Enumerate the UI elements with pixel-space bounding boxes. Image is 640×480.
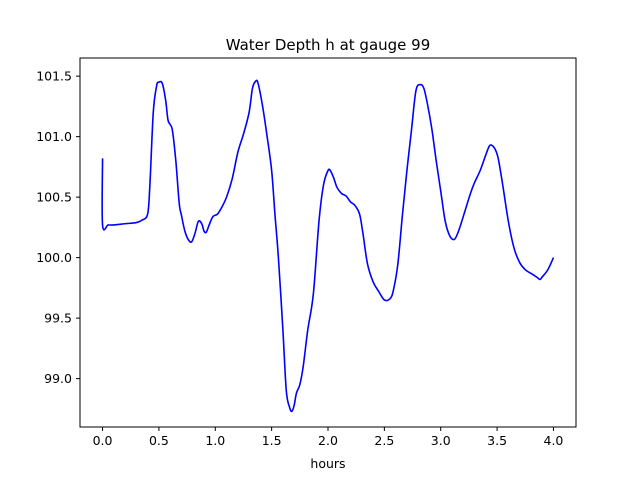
y-tick-label: 100.5 bbox=[36, 190, 72, 205]
x-tick-label: 1.5 bbox=[262, 433, 282, 448]
x-tick-label: 1.0 bbox=[205, 433, 225, 448]
series-layer bbox=[101, 79, 555, 413]
y-axis-ticks: 99.0 99.5 100.0 100.5 101.0 101.5 bbox=[36, 69, 80, 386]
y-tick-label: 100.0 bbox=[36, 250, 72, 265]
axes-frame bbox=[79, 57, 577, 428]
x-tick-label: 4.0 bbox=[544, 433, 564, 448]
chart-title: Water Depth h at gauge 99 bbox=[226, 36, 431, 54]
y-tick-label: 99.0 bbox=[44, 371, 72, 386]
x-tick-label: 0.0 bbox=[93, 433, 113, 448]
y-tick-label: 101.5 bbox=[36, 69, 72, 84]
x-tick-label: 3.0 bbox=[431, 433, 451, 448]
plot-area: 0.0 0.5 1.0 1.5 2.0 2.5 3.0 3.5 4.0 99.0 99.5 100.… bbox=[36, 57, 577, 448]
y-tick-label: 99.5 bbox=[44, 311, 72, 326]
y-tick-label: 101.0 bbox=[36, 129, 72, 144]
x-axis-ticks: 0.0 0.5 1.0 1.5 2.0 2.5 3.0 3.5 4.0 bbox=[93, 427, 564, 448]
x-tick-label: 2.5 bbox=[374, 433, 394, 448]
x-tick-label: 3.5 bbox=[487, 433, 507, 448]
x-axis-label: hours bbox=[310, 456, 345, 471]
series-line-0 bbox=[101, 79, 555, 413]
x-tick-label: 0.5 bbox=[149, 433, 169, 448]
x-tick-label: 2.0 bbox=[318, 433, 338, 448]
